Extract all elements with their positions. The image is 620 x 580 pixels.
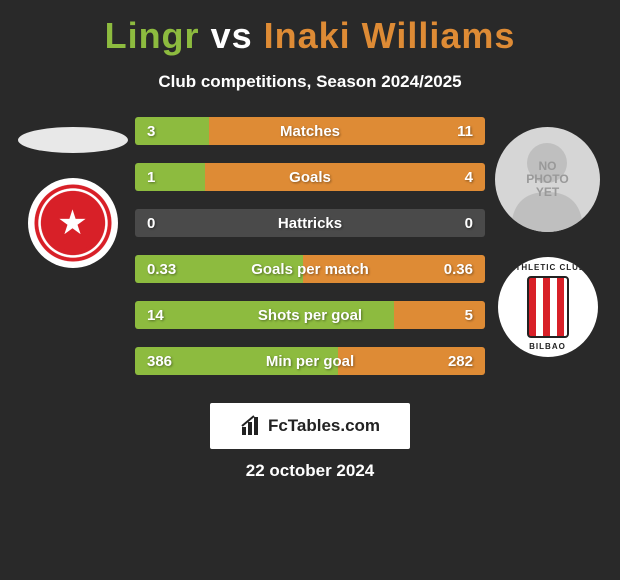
left-column: ★ [15,117,130,268]
brand-text: FcTables.com [268,416,380,436]
stat-value-right: 0.36 [444,261,473,278]
stat-value-left: 14 [147,307,164,324]
player2-photo-placeholder: NOPHOTOYET [495,127,600,232]
stat-row: 14 Shots per goal 5 [135,301,485,329]
athletic-stripes [527,276,569,338]
stat-label: Hattricks [278,215,342,232]
stat-value-left: 0.33 [147,261,176,278]
brand-badge[interactable]: FcTables.com [210,403,410,449]
brand-chart-icon [240,415,262,437]
bar-right [209,117,486,145]
page-title: Lingr vs Inaki Williams [10,15,610,57]
stat-label: Min per goal [266,353,354,370]
stat-row: 386 Min per goal 282 [135,347,485,375]
stat-label: Goals [289,169,331,186]
stat-value-left: 0 [147,215,155,232]
club2-logo: ATHLETIC CLUB BILBAO [498,257,598,357]
no-photo-label: NOPHOTOYET [526,160,568,200]
stat-value-right: 4 [465,169,473,186]
stats-column: 3Matches111Goals40Hattricks00.33Goals pe… [130,117,490,393]
player1-photo-placeholder [18,127,128,153]
title-vs: vs [211,15,253,56]
stat-value-left: 3 [147,123,155,140]
club2-top-text: ATHLETIC CLUB [509,263,585,272]
bar-left [135,163,205,191]
club2-bottom-text: BILBAO [529,342,566,351]
stat-label: Shots per goal [258,307,362,324]
stat-row: 3 Matches 11 [135,117,485,145]
right-column: NOPHOTOYET ATHLETIC CLUB BILBAO [490,117,605,357]
stat-value-left: 1 [147,169,155,186]
stat-row: 0 Hattricks 0 [135,209,485,237]
star-icon: ★ [57,203,87,243]
title-player1: Lingr [105,15,200,56]
stat-value-right: 5 [465,307,473,324]
subtitle: Club competitions, Season 2024/2025 [10,72,610,92]
stat-row: 0.33 Goals per match 0.36 [135,255,485,283]
title-player2: Inaki Williams [264,15,516,56]
stat-label: Matches [280,123,340,140]
stat-value-left: 386 [147,353,172,370]
stat-label: Goals per match [251,261,369,278]
footer-date: 22 october 2024 [10,461,610,481]
bar-right [205,163,485,191]
slavia-logo-graphic: ★ [28,178,118,268]
stat-value-right: 282 [448,353,473,370]
stat-row: 1 Goals 4 [135,163,485,191]
stat-value-right: 11 [457,123,473,140]
club1-logo: ★ [23,178,123,268]
stat-value-right: 0 [465,215,473,232]
